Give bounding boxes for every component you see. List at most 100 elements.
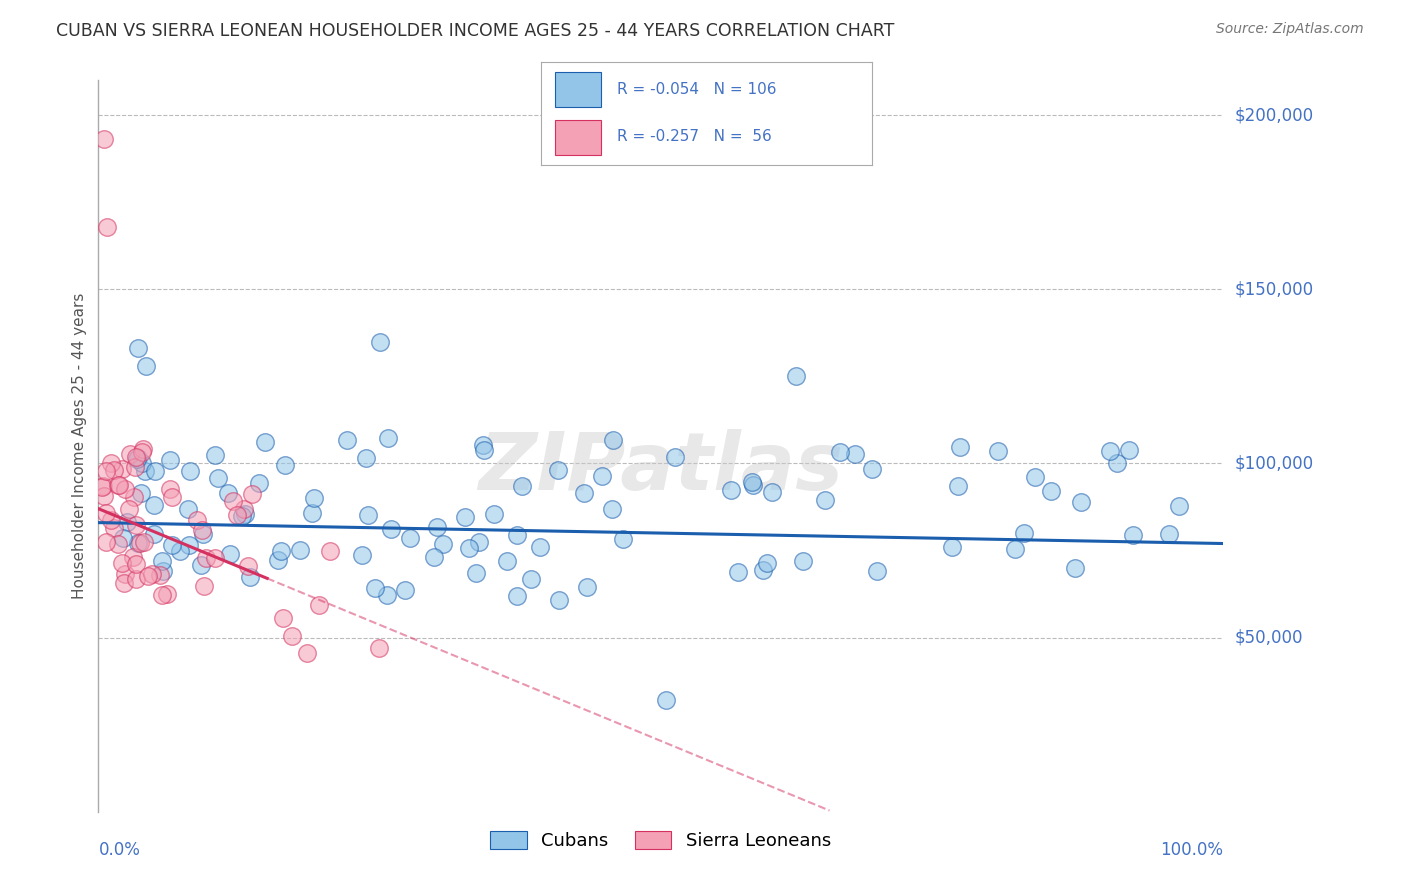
- Point: [506, 528, 529, 542]
- Text: R = -0.054   N = 106: R = -0.054 N = 106: [617, 81, 776, 96]
- Point: [472, 438, 495, 452]
- Y-axis label: Householder Income Ages 25 - 44 years: Householder Income Ages 25 - 44 years: [72, 293, 87, 599]
- Point: [159, 453, 181, 467]
- Point: [233, 501, 256, 516]
- Point: [235, 507, 257, 521]
- Point: [94, 464, 117, 478]
- Point: [114, 482, 136, 496]
- Point: [122, 549, 145, 564]
- Point: [301, 506, 323, 520]
- Point: [946, 479, 969, 493]
- Point: [96, 219, 118, 234]
- Point: [141, 567, 163, 582]
- Point: [368, 334, 391, 349]
- Point: [103, 463, 125, 477]
- Point: [159, 482, 181, 496]
- Point: [150, 588, 173, 602]
- Point: [156, 587, 179, 601]
- Point: [103, 521, 125, 535]
- Point: [134, 464, 156, 478]
- Point: [472, 443, 495, 458]
- Point: [364, 581, 387, 595]
- Point: [124, 459, 146, 474]
- Text: $150,000: $150,000: [1234, 280, 1313, 298]
- Point: [1167, 499, 1189, 513]
- Point: [226, 508, 249, 522]
- Point: [136, 568, 159, 582]
- Point: [1039, 483, 1062, 498]
- Point: [231, 509, 253, 524]
- Point: [860, 461, 883, 475]
- Text: R = -0.257   N =  56: R = -0.257 N = 56: [617, 128, 772, 144]
- Point: [844, 447, 866, 461]
- Point: [236, 559, 259, 574]
- Point: [94, 507, 117, 521]
- Point: [100, 457, 122, 471]
- Point: [399, 531, 422, 545]
- Point: [1122, 527, 1144, 541]
- Point: [160, 539, 183, 553]
- Point: [575, 580, 598, 594]
- Point: [193, 579, 215, 593]
- Point: [125, 557, 148, 571]
- Text: $50,000: $50,000: [1234, 629, 1303, 647]
- Point: [949, 440, 972, 454]
- Point: [217, 486, 239, 500]
- Text: Source: ZipAtlas.com: Source: ZipAtlas.com: [1216, 22, 1364, 37]
- Point: [828, 445, 851, 459]
- Point: [266, 553, 288, 567]
- Point: [482, 507, 505, 521]
- Point: [186, 513, 208, 527]
- Point: [290, 543, 312, 558]
- Point: [941, 540, 963, 554]
- Point: [280, 629, 302, 643]
- Point: [160, 490, 183, 504]
- Point: [204, 550, 226, 565]
- Point: [548, 592, 571, 607]
- Point: [1118, 443, 1140, 458]
- Point: [308, 598, 330, 612]
- Point: [356, 450, 378, 465]
- Point: [150, 554, 173, 568]
- Point: [107, 537, 129, 551]
- Point: [135, 359, 157, 373]
- Point: [117, 502, 139, 516]
- Point: [91, 480, 114, 494]
- Point: [177, 538, 200, 552]
- Point: [529, 540, 551, 554]
- Text: ZIPatlas: ZIPatlas: [478, 429, 844, 507]
- Point: [124, 572, 146, 586]
- Point: [91, 478, 114, 492]
- Point: [112, 576, 135, 591]
- Point: [785, 369, 807, 384]
- Point: [100, 513, 122, 527]
- Point: [194, 550, 217, 565]
- Point: [94, 534, 117, 549]
- Point: [114, 567, 136, 582]
- Point: [125, 452, 148, 467]
- Point: [1012, 526, 1035, 541]
- Point: [1004, 542, 1026, 557]
- Text: 0.0%: 0.0%: [98, 841, 141, 859]
- Point: [1105, 456, 1128, 470]
- Point: [454, 510, 477, 524]
- Point: [93, 489, 115, 503]
- Point: [465, 566, 488, 580]
- Point: [350, 549, 373, 563]
- Point: [107, 478, 129, 492]
- Point: [131, 445, 153, 459]
- Point: [510, 478, 533, 492]
- Point: [357, 508, 380, 523]
- Point: [380, 522, 402, 536]
- Point: [127, 450, 149, 465]
- Point: [506, 589, 529, 603]
- Point: [152, 564, 174, 578]
- Point: [190, 558, 212, 572]
- Point: [132, 442, 155, 457]
- Point: [520, 572, 543, 586]
- Point: [270, 544, 292, 558]
- Point: [142, 499, 165, 513]
- Point: [468, 534, 491, 549]
- Point: [207, 470, 229, 484]
- Point: [368, 640, 391, 655]
